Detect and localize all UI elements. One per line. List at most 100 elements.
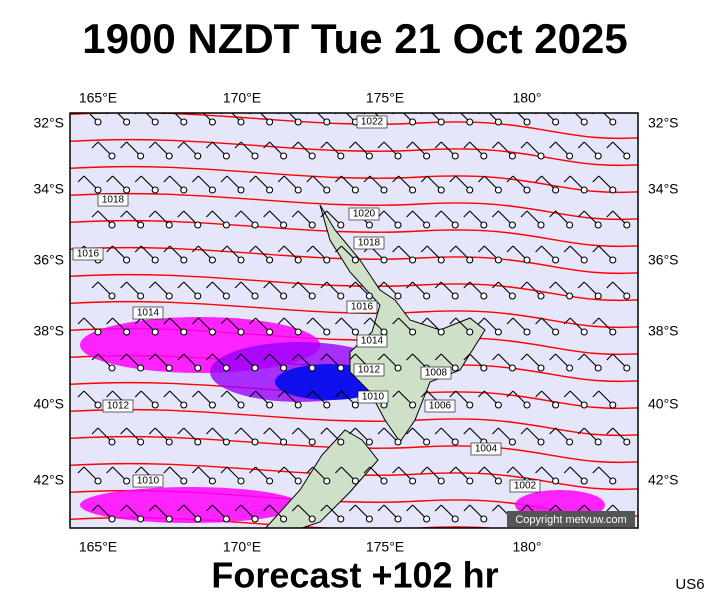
barb-flag [377,353,385,361]
barb-flag [463,210,471,218]
barb-flag [577,210,585,218]
barb-flag [449,390,457,398]
barb-station [294,477,302,485]
barb-flag [148,141,156,149]
barb-flag [291,504,299,512]
lat-label-right: 42°S [648,472,679,488]
barb-flag [220,175,228,183]
barb-flag [263,504,270,512]
barb-station [552,477,560,485]
barb-station [108,438,116,446]
lat-label-left: 32°S [33,115,64,131]
barb-station [294,328,302,336]
barb-station [594,152,602,160]
barb-flag [463,281,471,289]
barb-flag [77,390,85,398]
barb-station [594,438,602,446]
barb-station [451,152,459,160]
barb-flag [535,245,542,253]
barb-station [151,328,159,336]
barb-flag [148,427,156,435]
barb-flag [306,390,314,398]
isobar-label-box [356,334,388,348]
barb-station [108,364,116,372]
barb-flag [577,281,585,289]
isobar-label: 1018 [358,238,381,249]
barb-station [494,256,502,264]
isobar [70,192,638,221]
barb-station [451,515,459,523]
barb-station [580,186,588,194]
barb-station [251,292,259,300]
barb-station [251,364,259,372]
barb-station [409,186,417,194]
barb-flag [91,210,99,218]
barb-station [437,186,445,194]
barb-station [609,477,617,485]
barb-flag [420,317,428,325]
barb-flag [134,175,142,183]
barb-station [423,292,431,300]
barb-flag [463,427,471,435]
barb-station [308,221,316,229]
barb-station [580,118,588,126]
barb-station [337,152,345,160]
barb-flag [192,175,199,183]
barb-flag [478,317,485,325]
barb-station [609,186,617,194]
barb-station [494,477,502,485]
barb-station [566,221,574,229]
barb-station [480,292,488,300]
barb-station [394,292,402,300]
lon-label-bottom: 165°E [79,539,117,555]
barb-flag [163,175,171,183]
barb-station [466,118,474,126]
south-island [264,429,379,528]
barb-flag [406,504,413,512]
isobar-label: 1002 [514,481,537,492]
barb-station [151,256,159,264]
barb-station [137,438,145,446]
barb-flag [134,466,142,474]
barb-station [165,221,173,229]
barb-flag [148,504,156,512]
barb-station [451,292,459,300]
barb-station [409,401,417,409]
barb-flag [192,390,199,398]
barb-station [609,328,617,336]
barb-flag [492,353,499,361]
barb-station [594,221,602,229]
barb-flag [520,427,528,435]
barb-station [266,401,274,409]
barb-station [623,364,631,372]
barb-flag [306,245,314,253]
barb-flag [463,141,471,149]
barb-flag [263,353,270,361]
barb-flag [148,281,156,289]
barb-station [351,256,359,264]
barb-flag [577,141,585,149]
model-code: US6 [675,576,704,593]
barb-station [208,186,216,194]
barb-flag [220,466,228,474]
barb-flag [463,504,471,512]
barb-station [222,221,230,229]
barb-flag [77,175,85,183]
barb-station [237,118,245,126]
barb-station [94,401,102,409]
barb-flag [134,245,142,253]
barb-flag [106,466,113,474]
barb-station [552,186,560,194]
barb-station [266,256,274,264]
barb-station [337,292,345,300]
barb-station [380,328,388,336]
barb-flag [349,353,356,361]
barb-flag [420,466,428,474]
barb-flag [148,353,156,361]
barb-flag [120,504,127,512]
isobar-label-box [132,306,164,320]
barb-station [337,515,345,523]
barb-flag [449,175,457,183]
barb-flag [320,141,328,149]
barb-flag [563,466,571,474]
